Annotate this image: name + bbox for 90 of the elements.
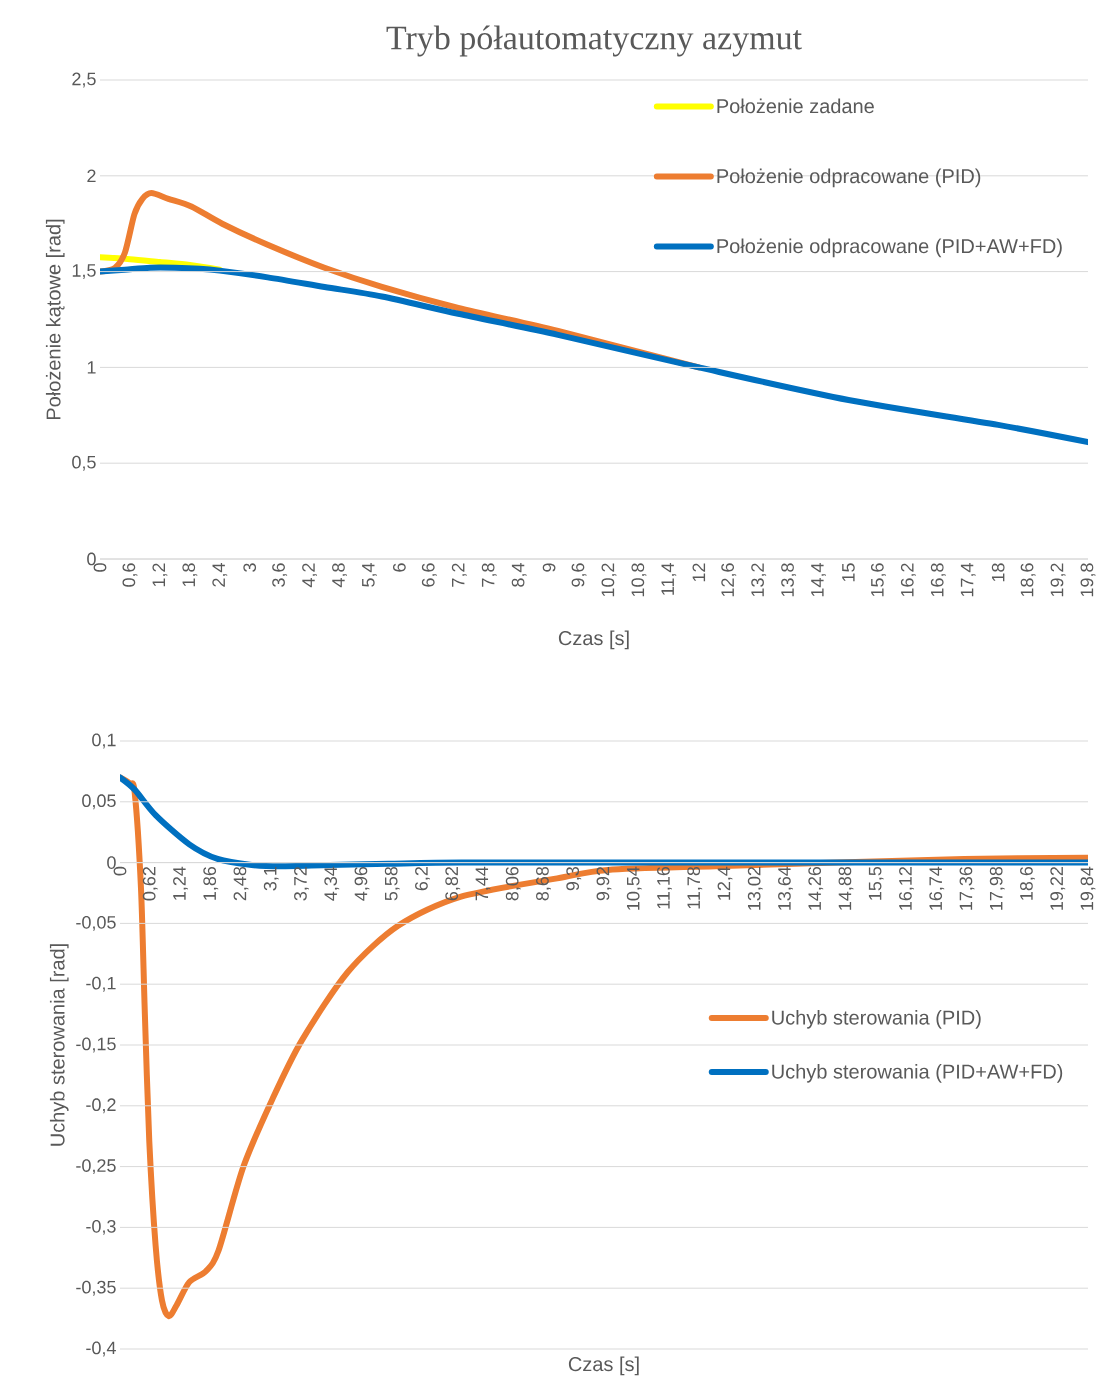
y-tick-label: -0,15 bbox=[76, 1037, 116, 1053]
x-tick-label: 9 bbox=[542, 563, 556, 572]
x-tick-label: 4,2 bbox=[302, 563, 318, 588]
x-tick-label: 19,22 bbox=[1050, 867, 1066, 910]
x-tick-label: 16,74 bbox=[929, 866, 945, 910]
x-tick-label: 13,2 bbox=[751, 563, 767, 597]
x-tick-label: 8,68 bbox=[536, 866, 551, 901]
x-tick-label: 5,58 bbox=[384, 866, 400, 901]
x-tick-label: 18,6 bbox=[1020, 563, 1036, 597]
x-tick-label: 4,96 bbox=[354, 866, 370, 901]
x-tick-label: 3,1 bbox=[263, 867, 279, 891]
x-tick-label: 18 bbox=[991, 563, 1005, 582]
x-tick-label: 12,4 bbox=[717, 866, 733, 900]
y-tick-label: -0,25 bbox=[76, 1159, 116, 1175]
x-tick-label: 0,62 bbox=[142, 867, 158, 901]
x-tick-label: 3,72 bbox=[294, 867, 309, 901]
x-tick-label: 15,6 bbox=[870, 563, 886, 597]
x-tick-label: 7,44 bbox=[475, 866, 491, 901]
x-tick-label: 4,8 bbox=[332, 563, 347, 588]
x-tick-label: 7,2 bbox=[451, 563, 467, 587]
y-tick-label: -0,35 bbox=[76, 1280, 116, 1296]
legend-label: Uchyb sterowania (PID) bbox=[772, 1010, 981, 1029]
x-tick-label: 15,5 bbox=[868, 866, 884, 900]
x-tick-label: 19,2 bbox=[1050, 563, 1066, 597]
x-tick-label: 13,8 bbox=[781, 563, 797, 597]
x-tick-label: 9,92 bbox=[596, 867, 612, 901]
x-tick-label: 15 bbox=[842, 563, 855, 582]
y-tick-label: -0,2 bbox=[86, 1098, 116, 1114]
chart-title: Tryb półautomatyczny azymut bbox=[386, 25, 802, 57]
x-tick-label: 14,4 bbox=[811, 563, 826, 597]
x-tick-label: 2,48 bbox=[233, 866, 249, 901]
x-tick-label: 1,86 bbox=[203, 866, 219, 900]
y-tick-label: 1 bbox=[87, 361, 96, 374]
x-tick-label: 9,3 bbox=[566, 866, 582, 891]
x-tick-label: 6,6 bbox=[421, 563, 437, 587]
x-tick-label: 19,8 bbox=[1080, 563, 1096, 597]
x-tick-label: 4,34 bbox=[324, 866, 340, 901]
x-tick-label: 16,12 bbox=[899, 867, 914, 910]
x-tick-label: 5,4 bbox=[362, 563, 377, 587]
y-tick-label: 0,1 bbox=[92, 733, 116, 749]
x-tick-label: 6 bbox=[393, 563, 406, 572]
x-tick-label: 11,16 bbox=[657, 866, 672, 909]
x-tick-label: 10,8 bbox=[631, 563, 647, 597]
x-tick-label: 3 bbox=[243, 563, 257, 572]
y-tick-label: -0,3 bbox=[86, 1219, 116, 1235]
y-tick-label: -0,4 bbox=[86, 1341, 116, 1357]
legend-label: Uchyb sterowania (PID+AW+FD) bbox=[772, 1063, 1063, 1083]
x-tick-label: 17,4 bbox=[960, 563, 976, 597]
x-tick-label: 1,2 bbox=[152, 563, 168, 587]
x-tick-label: 17,98 bbox=[989, 866, 1005, 910]
x-tick-label: 13,64 bbox=[778, 866, 793, 910]
x-tick-label: 0,6 bbox=[122, 563, 138, 587]
x-tick-label: 11,78 bbox=[687, 866, 703, 909]
x-tick-label: 9,6 bbox=[571, 563, 587, 587]
y-tick-label: 1,5 bbox=[72, 264, 96, 279]
x-tick-label: 6,2 bbox=[415, 867, 430, 891]
legend-label: Położenie odpracowane (PID+AW+FD) bbox=[717, 238, 1062, 258]
x-tick-label: 13,02 bbox=[747, 867, 763, 910]
x-tick-label: 12,6 bbox=[721, 563, 737, 597]
y-tick-label: 2 bbox=[87, 169, 96, 183]
y-axis-title: Uchyb sterowania [rad] bbox=[49, 944, 69, 1146]
x-tick-label: 1,24 bbox=[173, 866, 188, 900]
legend-label: Położenie zadane bbox=[717, 98, 874, 114]
x-tick-label: 2,4 bbox=[212, 563, 228, 587]
x-tick-label: 18,6 bbox=[1020, 866, 1035, 900]
x-tick-label: 8,4 bbox=[511, 563, 527, 587]
x-axis-title: Czas [s] bbox=[568, 1356, 639, 1376]
x-tick-label: 11,4 bbox=[661, 563, 677, 595]
x-tick-label: 8,06 bbox=[505, 866, 521, 901]
y-tick-label: 0,5 bbox=[72, 455, 96, 471]
x-tick-label: 12 bbox=[692, 563, 706, 582]
x-tick-label: 3,6 bbox=[272, 563, 288, 587]
y-axis-title: Położenie kątowe [rad] bbox=[45, 219, 65, 420]
x-tick-label: 19,84 bbox=[1080, 866, 1096, 910]
x-axis-title: Czas [s] bbox=[558, 630, 629, 650]
x-tick-label: 10,54 bbox=[626, 866, 642, 910]
x-tick-label: 6,82 bbox=[445, 867, 461, 901]
x-tick-label: 14,26 bbox=[808, 866, 824, 910]
x-tick-label: 1,8 bbox=[182, 563, 198, 587]
x-tick-label: 7,8 bbox=[481, 563, 497, 587]
x-tick-label: 14,88 bbox=[838, 866, 854, 910]
y-tick-label: -0,05 bbox=[76, 915, 116, 931]
x-tick-label: 16,2 bbox=[900, 563, 916, 597]
x-tick-label: 10,2 bbox=[601, 563, 617, 597]
x-tick-label: 16,8 bbox=[930, 563, 946, 597]
x-tick-label: 17,36 bbox=[959, 866, 975, 910]
y-tick-label: -0,1 bbox=[86, 976, 116, 992]
y-tick-label: 0,05 bbox=[82, 794, 116, 810]
y-tick-label: 2,5 bbox=[72, 72, 96, 88]
legend-label: Położenie odpracowane (PID) bbox=[717, 168, 981, 188]
